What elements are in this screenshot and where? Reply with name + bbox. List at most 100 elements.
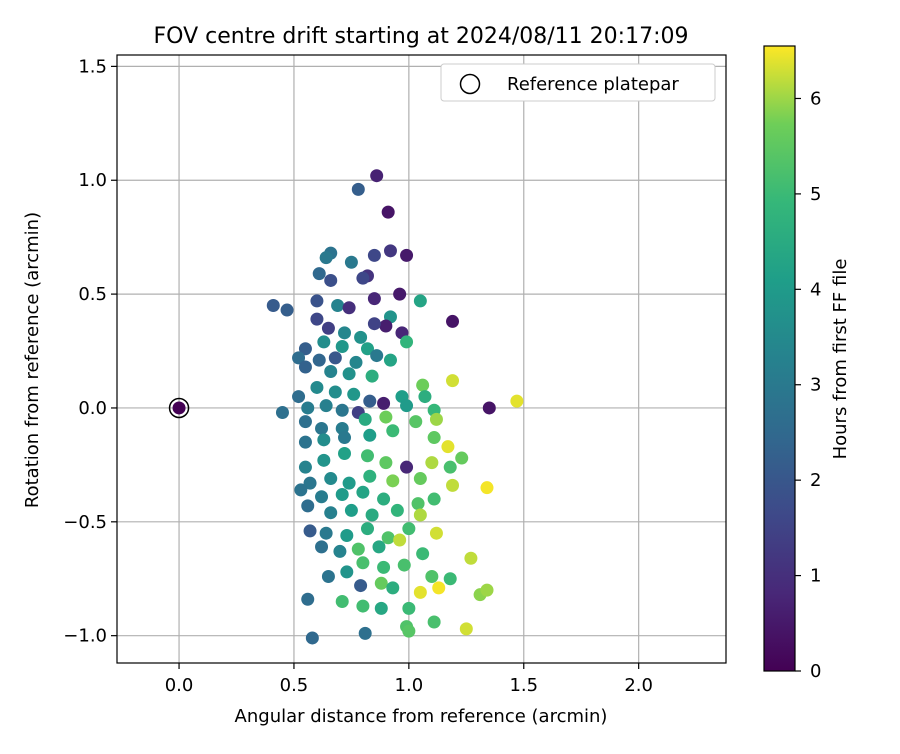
data-point xyxy=(303,524,317,538)
data-point xyxy=(301,499,315,513)
data-point xyxy=(312,353,326,367)
data-point xyxy=(379,319,393,333)
y-axis-label: Rotation from reference (arcmin) xyxy=(22,212,43,508)
data-point xyxy=(351,182,365,196)
data-point xyxy=(370,169,384,183)
data-point xyxy=(354,330,368,344)
data-point xyxy=(432,581,446,595)
legend-label: Reference platepar xyxy=(507,74,679,95)
data-point xyxy=(356,271,370,285)
colorbar-tick-label: 5 xyxy=(810,184,821,205)
y-tick-label: −1.0 xyxy=(63,626,107,647)
data-point xyxy=(446,478,460,492)
plot-frame xyxy=(116,54,727,664)
data-point xyxy=(321,321,335,335)
data-point xyxy=(298,342,312,356)
x-tick-label: 0.5 xyxy=(280,675,309,696)
data-point xyxy=(347,387,361,401)
data-point xyxy=(331,298,345,312)
data-point xyxy=(383,244,397,258)
data-point xyxy=(365,369,379,383)
y-tick-label: −0.5 xyxy=(63,512,107,533)
data-point xyxy=(367,248,381,262)
data-point xyxy=(377,492,391,506)
data-point xyxy=(301,592,315,606)
data-point xyxy=(464,551,478,565)
data-point xyxy=(443,460,457,474)
reference-point-ring xyxy=(168,397,190,419)
data-point xyxy=(319,526,333,540)
data-point xyxy=(386,474,400,488)
data-point xyxy=(372,540,386,554)
data-point xyxy=(383,353,397,367)
x-tick-label: 0.0 xyxy=(165,675,194,696)
x-tick-label: 1.5 xyxy=(509,675,538,696)
data-point xyxy=(338,431,352,445)
x-tick-label: 2.0 xyxy=(624,675,653,696)
data-point xyxy=(324,365,338,379)
data-point xyxy=(429,412,443,426)
data-point xyxy=(317,433,331,447)
data-point xyxy=(358,626,372,640)
data-point xyxy=(400,399,414,413)
data-point xyxy=(317,335,331,349)
data-point xyxy=(425,456,439,470)
data-point xyxy=(510,394,524,408)
data-point xyxy=(379,410,393,424)
data-point xyxy=(340,565,354,579)
data-point xyxy=(363,394,377,408)
data-point xyxy=(275,406,289,420)
colorbar: 0 1 2 3 4 5 6 Hours from first FF file xyxy=(763,45,851,682)
data-point xyxy=(324,472,338,486)
data-point xyxy=(374,601,388,615)
data-point xyxy=(315,490,329,504)
data-point xyxy=(310,380,324,394)
reference-point xyxy=(168,397,190,419)
data-point xyxy=(315,421,329,435)
data-point xyxy=(363,469,377,483)
data-point xyxy=(356,485,370,499)
legend: Reference platepar xyxy=(440,63,716,102)
data-point xyxy=(381,205,395,219)
data-point xyxy=(427,615,441,629)
data-point xyxy=(367,292,381,306)
data-point xyxy=(342,301,356,315)
data-point xyxy=(370,349,384,363)
y-tick-label: 1.5 xyxy=(78,56,107,77)
data-points xyxy=(266,169,524,645)
data-point xyxy=(340,528,354,542)
data-point xyxy=(356,556,370,570)
colorbar-tick-label: 6 xyxy=(810,88,821,109)
data-point xyxy=(459,622,473,636)
data-point xyxy=(409,415,423,429)
data-point xyxy=(413,472,427,486)
data-point xyxy=(310,294,324,308)
y-axis: −1.0 −0.5 0.0 0.5 1.0 1.5 xyxy=(63,56,117,647)
data-point xyxy=(393,533,407,547)
data-point xyxy=(374,576,388,590)
data-point xyxy=(349,355,363,369)
data-point xyxy=(455,451,469,465)
data-point xyxy=(280,303,294,317)
data-point xyxy=(400,248,414,262)
y-tick-label: 0.0 xyxy=(78,398,107,419)
data-point xyxy=(292,351,306,365)
data-point xyxy=(310,312,324,326)
colorbar-tick-label: 3 xyxy=(810,375,821,396)
y-tick-label: 1.0 xyxy=(78,170,107,191)
data-point xyxy=(356,599,370,613)
legend-marker-icon xyxy=(459,73,481,95)
colorbar-label: Hours from first FF file xyxy=(830,259,851,460)
reference-point-fill xyxy=(172,401,186,415)
data-point xyxy=(411,497,425,511)
data-point xyxy=(298,360,312,374)
data-point xyxy=(377,396,391,410)
data-point xyxy=(298,435,312,449)
data-point xyxy=(480,481,494,495)
data-point xyxy=(335,403,349,417)
data-point xyxy=(446,374,460,388)
data-point xyxy=(298,415,312,429)
colorbar-ticks: 0 1 2 3 4 5 6 xyxy=(795,88,821,682)
data-point xyxy=(400,460,414,474)
